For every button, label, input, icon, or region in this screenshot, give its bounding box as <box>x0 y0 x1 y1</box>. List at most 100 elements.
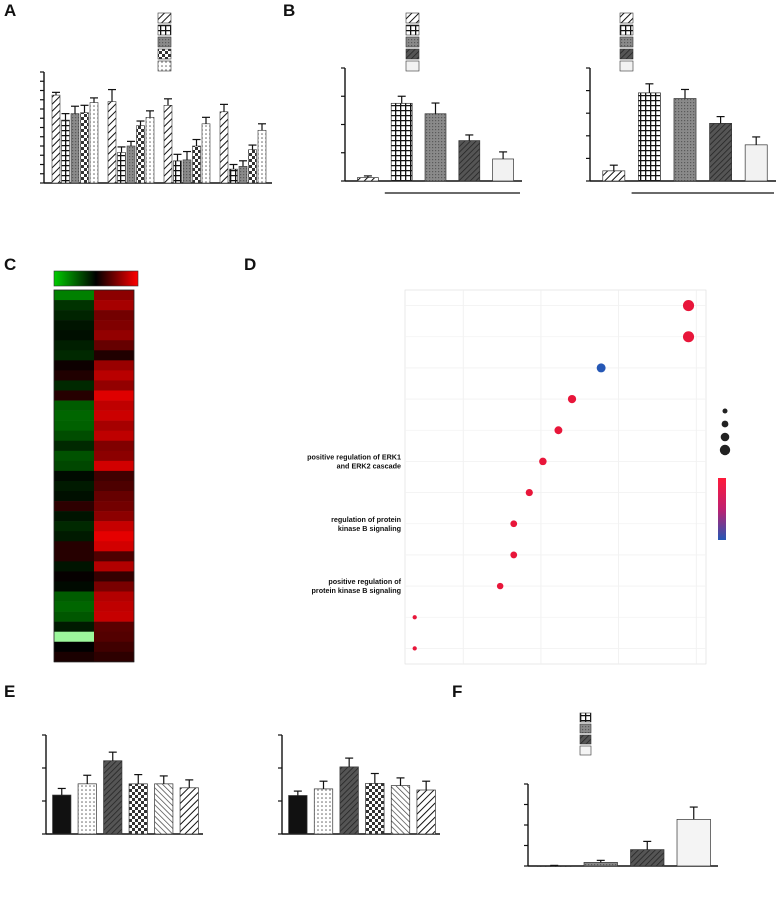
panel-label-e: E <box>4 682 15 701</box>
heatmap-cell-hgf-0 <box>54 460 94 472</box>
legend-swatch-con <box>619 24 634 36</box>
legend-padjust-gradient <box>718 478 726 540</box>
heatmap-cell-igfbp-1-1 <box>94 480 134 492</box>
legend-swatch-umsc-hep <box>579 734 592 745</box>
bar-hep <box>424 113 447 182</box>
heatmap-cell-gdf5-1 <box>94 400 134 411</box>
heatmap-cell-gdf9-1 <box>94 420 134 431</box>
dot-protein-kinase-b-signaling <box>525 489 533 497</box>
legend-swatch-hep <box>619 36 634 48</box>
term-label-line: regulation of protein <box>331 515 401 524</box>
panel-c-heatmap <box>53 270 139 663</box>
heatmap-cell-tgf-beta-5-0 <box>54 651 94 663</box>
heatmap-cell-gdf9-0 <box>54 420 94 431</box>
legend-swatch-con <box>405 24 420 36</box>
heatmap-cell-bdnf-1 <box>94 300 134 311</box>
heatmap-cell-il-13-1 <box>94 541 134 552</box>
heatmap-cell-il-4-0 <box>54 511 94 522</box>
colorbar <box>53 270 139 287</box>
bar-hnf4-umsc-hep-12h <box>201 123 211 184</box>
bar-hep-6h <box>126 145 136 184</box>
heatmap-cell-igfbp-2-0 <box>54 491 94 502</box>
bar-pbs <box>288 795 308 835</box>
bar-con <box>390 102 413 182</box>
bar-sham <box>602 170 626 182</box>
bar-hep <box>583 862 618 867</box>
bar-sham-1h <box>51 94 61 184</box>
heatmap-cell-beta-ngf-0 <box>54 310 94 321</box>
bar-hnf4-umsc-hep <box>676 819 711 867</box>
bar-con-1h <box>61 119 70 184</box>
heatmap-cell-gm-csf-1 <box>94 440 134 452</box>
heatmap-cell-beta-ngf-1 <box>94 310 134 321</box>
term-label-line: and ERK2 cascade <box>337 461 401 470</box>
bar-hnf4-umsc-hep <box>744 144 768 182</box>
legend-swatch-hnf4-umsc-hep <box>157 60 172 72</box>
bar-umsc-hep-24h <box>248 149 257 184</box>
legend-swatch-hep <box>157 36 172 48</box>
dot-regulation-of-erk1-and-erk2-cascade <box>554 426 563 435</box>
bar-umsc-hep <box>709 123 732 182</box>
bar-sham-6h <box>107 101 117 184</box>
legend-swatch-con <box>579 712 592 723</box>
panel-f-chart <box>524 712 718 867</box>
bar-con-6h <box>117 152 126 184</box>
dot-regulation-of-protein-kinase-b-signaling <box>510 520 518 528</box>
bar-hep-1h <box>70 113 80 184</box>
bar-hnf4-umsc-hep-24h <box>257 129 267 184</box>
bar-anti-pdgf <box>154 783 174 835</box>
legend-swatch-hnf4-umsc-hep <box>405 60 420 72</box>
bar-con-24h <box>229 168 238 184</box>
heatmap-cell-pdgf-bb-1 <box>94 611 134 622</box>
legend-swatch-hnf4-umsc-hep <box>619 60 634 72</box>
bar-umsc-hep <box>458 140 481 182</box>
heatmap-cell-m-csf-1 <box>94 561 134 572</box>
heatmap-cell-gdf11-1 <box>94 430 134 442</box>
bar-sham-24h <box>219 111 229 184</box>
heatmap-cell-fgf-basic-1 <box>94 350 134 361</box>
legend-swatch-sham <box>619 12 634 24</box>
bar-anti-fgf-9 <box>77 783 97 835</box>
legend-swatch-umsc-hep <box>405 48 420 60</box>
legend-swatch-hep <box>579 723 592 734</box>
heatmap-cell-tgf-beta-1-0 <box>54 631 94 643</box>
heatmap-cell-gdf8-0 <box>54 410 94 421</box>
bar-hnf4-umsc-hep-6h <box>145 117 155 184</box>
heatmap-cell-tgf-beta-5-1 <box>94 651 134 663</box>
legend-swatch-sham <box>405 12 420 24</box>
term-label-regulation-of-protein-kinase-b-signaling: regulation of protein kinase B signaling <box>331 515 401 533</box>
heatmap-cell-lif-1 <box>94 551 134 562</box>
heatmap-cell-fgf-basic-0 <box>54 350 94 361</box>
heatmap-cell-fgf-9-0 <box>54 360 94 371</box>
dot-peptidyl-tyrosine-modification <box>682 331 695 343</box>
heatmap-cell-hb-egf-0 <box>54 450 94 462</box>
panel-b-ast-chart <box>586 12 776 194</box>
heatmap-cell-tgf-beta-1-1 <box>94 631 134 643</box>
bar-anti-pdgf <box>390 785 411 835</box>
bar-con <box>638 92 661 182</box>
bar-hep-12h <box>182 159 192 184</box>
heatmap-cell-pdgf-aa-1 <box>94 591 134 602</box>
panel-label-a: A <box>4 1 16 20</box>
heatmap-cell-il-10-0 <box>54 521 94 532</box>
panel-label-d: D <box>244 255 256 274</box>
heatmap-cell-pdgf-bb-0 <box>54 611 94 622</box>
heatmap-cell-gm-csf-0 <box>54 440 94 452</box>
legend-swatch-hnf4-umsc-hep <box>579 745 592 756</box>
heatmap-cell-il-13-0 <box>54 541 94 552</box>
heatmap-cell-il-4-1 <box>94 511 134 522</box>
heatmap-cell-gcsf-0 <box>54 370 94 381</box>
heatmap-cell-pdgf-ab-0 <box>54 601 94 612</box>
heatmap-cell-bdnf-0 <box>54 300 94 311</box>
heatmap-cell-nt-3-1 <box>94 581 134 592</box>
panel-label-f: F <box>452 682 462 701</box>
term-label-positive-regulation-of-erk1-and-erk2-cascade: positive regulation of ERK1 and ERK2 casc… <box>307 452 401 470</box>
heatmap-cell-pdgf-ab-1 <box>94 601 134 612</box>
heatmap-cell-gdf3-1 <box>94 390 134 401</box>
heatmap-cell-hgf-1 <box>94 460 134 472</box>
heatmap-cell-gdf11-0 <box>54 430 94 442</box>
legend-swatch-umsc-hep <box>157 48 172 60</box>
heatmap-cell-il-1-ra-0 <box>54 501 94 512</box>
bar-hnf4-umsc-hep-1h <box>89 102 99 184</box>
